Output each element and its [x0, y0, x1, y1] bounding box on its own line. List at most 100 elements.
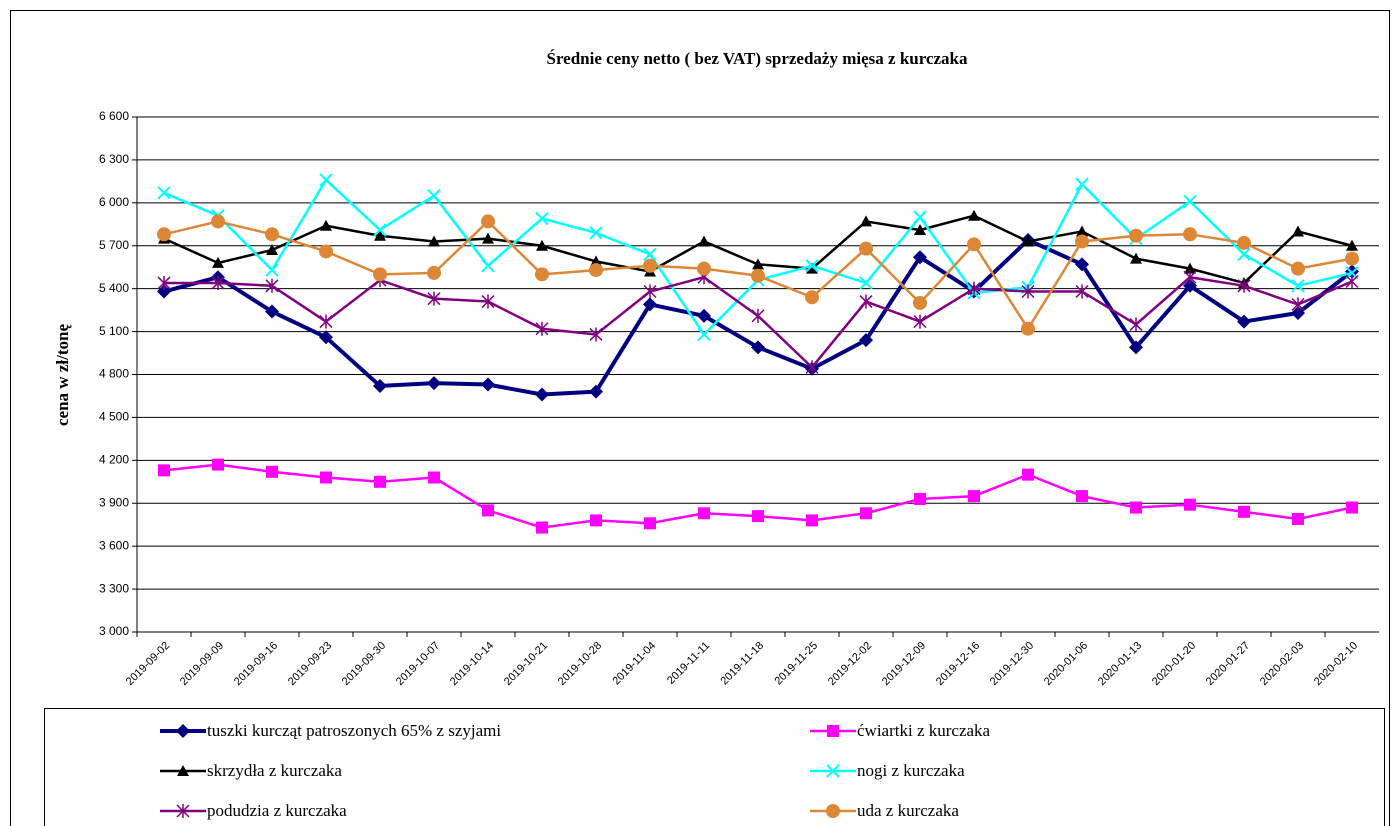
marker-shape — [1129, 340, 1143, 355]
marker — [319, 330, 333, 345]
marker-shape — [428, 471, 440, 484]
marker-shape — [1346, 239, 1358, 251]
marker-shape — [265, 263, 279, 277]
y-tick-label: 5 400 — [99, 281, 129, 295]
marker-shape — [1021, 284, 1035, 299]
marker-shape — [319, 244, 333, 259]
marker — [860, 507, 872, 520]
marker-shape — [643, 247, 657, 262]
marker — [427, 265, 441, 280]
marker-shape — [536, 239, 548, 251]
marker — [535, 211, 549, 226]
marker-shape — [967, 281, 981, 296]
marker — [373, 267, 387, 282]
marker — [1076, 490, 1088, 503]
marker — [697, 261, 711, 276]
marker-shape — [913, 250, 927, 265]
marker-shape — [968, 490, 980, 503]
marker — [751, 340, 765, 355]
marker-shape — [1129, 317, 1143, 332]
marker-shape — [427, 376, 441, 391]
marker — [1346, 501, 1358, 514]
marker — [1075, 177, 1089, 191]
marker-shape — [826, 764, 840, 778]
y-tick-label: 4 800 — [99, 367, 129, 381]
marker-shape — [1291, 261, 1305, 276]
marker-shape — [157, 275, 171, 290]
marker-shape — [914, 492, 926, 505]
x-tick-label: 2019-12-09 — [880, 640, 928, 688]
marker — [859, 276, 873, 290]
marker — [698, 507, 710, 520]
marker-shape — [1022, 468, 1034, 481]
marker-shape — [481, 214, 495, 229]
marker-shape — [1292, 512, 1304, 525]
y-tick-label: 3 600 — [99, 538, 129, 552]
marker-shape — [535, 387, 549, 402]
marker — [1183, 194, 1197, 209]
marker-shape — [482, 232, 494, 244]
marker-shape — [265, 304, 279, 319]
marker-shape — [212, 256, 224, 268]
marker-shape — [482, 504, 494, 517]
marker-shape — [1237, 247, 1251, 262]
marker — [266, 244, 278, 256]
marker-shape — [373, 267, 387, 282]
marker — [211, 275, 225, 290]
marker — [428, 235, 440, 247]
marker — [1130, 252, 1142, 264]
legend-label: tuszki kurcząt patroszonych 65% z szyjam… — [207, 721, 501, 740]
marker-shape — [968, 209, 980, 221]
marker — [212, 458, 224, 471]
x-tick-label: 2019-12-30 — [988, 640, 1036, 688]
marker-shape — [319, 314, 333, 329]
marker — [1183, 270, 1197, 285]
marker — [805, 360, 819, 375]
marker — [751, 268, 765, 283]
marker-shape — [320, 471, 332, 484]
marker — [643, 247, 657, 262]
marker-shape — [752, 258, 764, 270]
marker — [535, 267, 549, 282]
marker-shape — [427, 291, 441, 306]
marker — [482, 504, 494, 517]
marker-shape — [320, 219, 332, 231]
chart-title: Średnie ceny netto ( bez VAT) sprzedaży … — [546, 49, 968, 68]
marker — [1291, 297, 1305, 312]
marker — [589, 263, 603, 278]
marker — [265, 263, 279, 277]
marker — [482, 232, 494, 244]
x-tick-label: 2019-10-14 — [448, 640, 496, 688]
y-tick-label: 3 000 — [99, 624, 129, 638]
marker-shape — [1238, 505, 1250, 518]
marker — [913, 250, 927, 265]
marker-shape — [266, 465, 278, 478]
marker — [481, 214, 495, 229]
marker-shape — [176, 724, 190, 738]
marker-shape — [265, 278, 279, 293]
marker — [859, 294, 873, 309]
marker-shape — [1237, 278, 1251, 293]
marker-shape — [1345, 274, 1359, 289]
marker — [806, 514, 818, 527]
marker — [427, 188, 441, 203]
marker — [913, 295, 927, 310]
marker — [967, 237, 981, 252]
x-tick-label: 2019-09-02 — [124, 640, 172, 688]
marker-shape — [1130, 252, 1142, 264]
marker — [752, 258, 764, 270]
marker — [827, 725, 839, 737]
y-tick-label: 6 300 — [99, 152, 129, 166]
marker-shape — [589, 263, 603, 278]
marker-shape — [536, 521, 548, 534]
marker — [913, 210, 927, 224]
marker-shape — [859, 276, 873, 290]
x-tick-label: 2020-01-13 — [1096, 640, 1144, 688]
marker-shape — [1129, 228, 1143, 243]
marker-shape — [590, 255, 602, 267]
marker-shape — [1075, 257, 1089, 272]
x-tick-label: 2019-10-07 — [394, 640, 442, 688]
marker — [374, 475, 386, 488]
marker — [644, 517, 656, 530]
x-tick-label: 2020-01-20 — [1150, 640, 1198, 688]
